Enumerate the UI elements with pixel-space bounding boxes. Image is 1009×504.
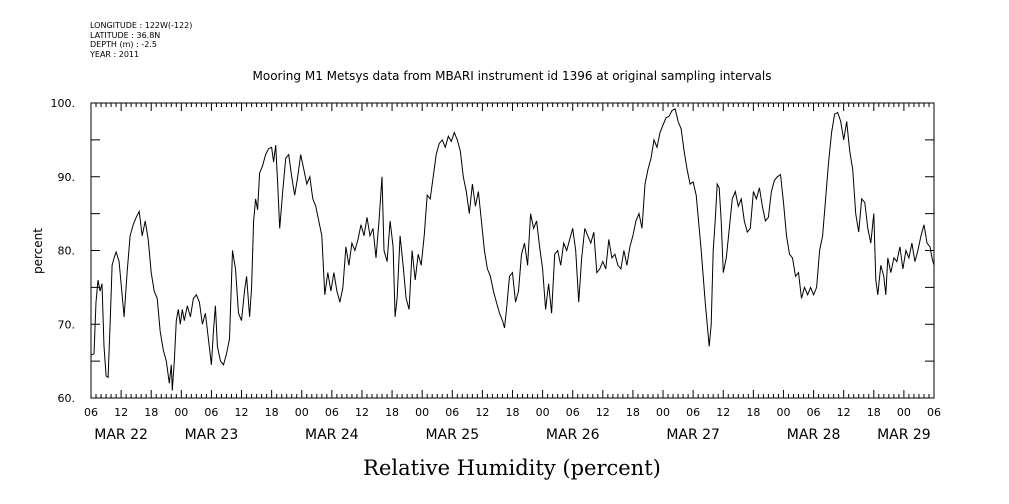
x-tick-label: 06 <box>445 406 459 419</box>
x-tick-label: 06 <box>927 406 941 419</box>
x-tick-label: 00 <box>776 406 790 419</box>
y-tick-label: 60. <box>58 392 76 405</box>
y-tick-label: 90. <box>58 171 76 184</box>
x-tick-label: 06 <box>686 406 700 419</box>
y-tick-label: 100. <box>51 97 76 110</box>
date-label: MAR 26 <box>546 427 600 443</box>
x-tick-label: 12 <box>355 406 369 419</box>
date-label: MAR 25 <box>425 427 479 443</box>
plot-frame <box>90 102 935 399</box>
x-tick-label: 12 <box>837 406 851 419</box>
x-tick-label: 18 <box>506 406 520 419</box>
chart-title: Mooring M1 Metsys data from MBARI instru… <box>253 69 772 83</box>
x-tick-label: 12 <box>716 406 730 419</box>
series-line <box>90 108 935 391</box>
date-label: MAR 29 <box>877 427 931 443</box>
date-label: MAR 22 <box>94 427 148 443</box>
date-label: MAR 27 <box>666 427 720 443</box>
x-tick-label: 18 <box>867 406 881 419</box>
x-axis-title: Relative Humidity (percent) <box>363 456 661 480</box>
x-tick-label: 00 <box>536 406 550 419</box>
x-tick-label: 06 <box>325 406 339 419</box>
x-tick-label: 12 <box>475 406 489 419</box>
depth-label: DEPTH (m) : -2.5 <box>90 40 157 49</box>
x-tick-label: 18 <box>265 406 279 419</box>
date-label: MAR 28 <box>787 427 841 443</box>
x-tick-label: 12 <box>596 406 610 419</box>
date-label: MAR 24 <box>305 427 359 443</box>
x-tick-label: 18 <box>144 406 158 419</box>
y-tick-label: 80. <box>58 245 76 258</box>
x-tick-label: 12 <box>235 406 249 419</box>
x-tick-label: 06 <box>204 406 218 419</box>
x-tick-label: 00 <box>656 406 670 419</box>
x-tick-label: 18 <box>385 406 399 419</box>
x-tick-label: 00 <box>415 406 429 419</box>
year-label: YEAR : 2011 <box>90 49 140 59</box>
x-tick-label: 00 <box>897 406 911 419</box>
axes: 06 12 18 00 06 12 18 00 06 12 18 00 06 12 18 00 06 12 18 00… <box>51 97 942 443</box>
date-label: MAR 23 <box>185 427 239 443</box>
latitude-label: LATITUDE : 36.8N <box>90 30 161 40</box>
x-tick-label: 18 <box>746 406 760 419</box>
x-tick-label: 06 <box>807 406 821 419</box>
x-tick-label: 06 <box>566 406 580 419</box>
x-tick-label: 00 <box>295 406 309 419</box>
x-tick-label: 12 <box>114 406 128 419</box>
metadata-block: LONGITUDE : 122W(-122) LATITUDE : 36.8N … <box>90 21 192 59</box>
x-tick-label: 00 <box>174 406 188 419</box>
x-tick-label: 18 <box>626 406 640 419</box>
x-tick-label: 06 <box>84 406 98 419</box>
y-tick-label: 70. <box>58 318 76 331</box>
longitude-label: LONGITUDE : 122W(-122) <box>90 21 193 30</box>
y-axis-label: percent <box>31 228 45 274</box>
